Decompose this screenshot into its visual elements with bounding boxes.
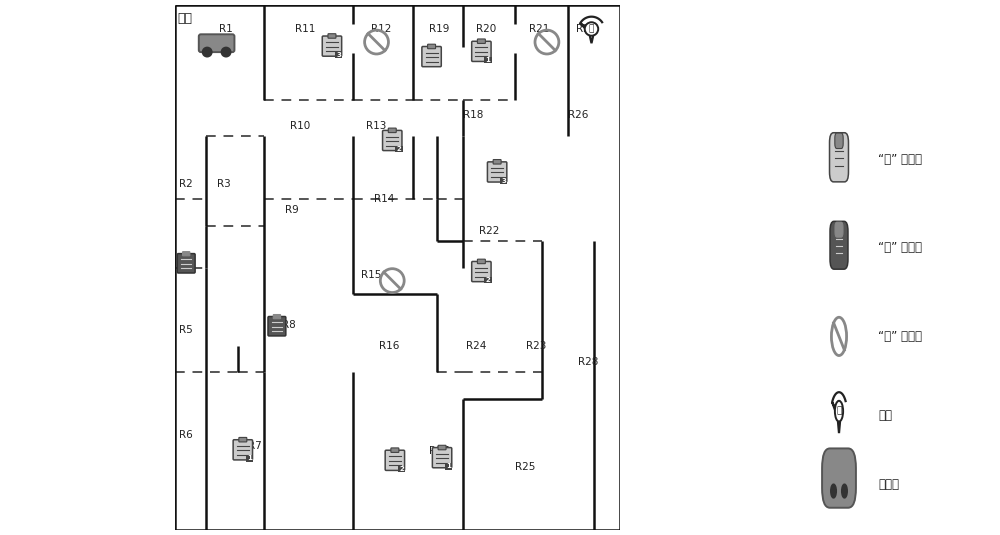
- Bar: [484, 277, 492, 284]
- FancyBboxPatch shape: [239, 438, 247, 442]
- Text: 3: 3: [336, 52, 341, 58]
- Text: 机器人: 机器人: [878, 478, 899, 491]
- Bar: [398, 465, 405, 472]
- Circle shape: [835, 401, 843, 422]
- Text: R8: R8: [282, 320, 296, 330]
- FancyBboxPatch shape: [830, 221, 848, 269]
- FancyBboxPatch shape: [477, 259, 485, 264]
- Text: 3: 3: [501, 178, 506, 184]
- FancyBboxPatch shape: [493, 159, 501, 164]
- Text: R2: R2: [179, 179, 193, 189]
- Text: R4: R4: [179, 257, 193, 268]
- Text: R26: R26: [568, 110, 588, 120]
- FancyBboxPatch shape: [432, 448, 452, 468]
- Circle shape: [831, 484, 836, 498]
- Text: R9: R9: [285, 205, 299, 215]
- Text: R7: R7: [248, 441, 262, 451]
- Text: 2: 2: [399, 466, 404, 472]
- Text: R13: R13: [366, 121, 386, 131]
- FancyBboxPatch shape: [835, 133, 843, 149]
- Bar: [395, 146, 403, 152]
- Text: R22: R22: [479, 226, 499, 236]
- FancyBboxPatch shape: [385, 450, 405, 470]
- FancyBboxPatch shape: [822, 448, 856, 508]
- Circle shape: [221, 48, 231, 57]
- FancyBboxPatch shape: [391, 448, 399, 453]
- Bar: [335, 51, 342, 58]
- Text: R24: R24: [466, 341, 486, 351]
- Circle shape: [203, 48, 212, 57]
- Bar: [484, 57, 492, 63]
- Text: 终: 终: [836, 407, 842, 416]
- FancyBboxPatch shape: [388, 128, 396, 133]
- Text: R17: R17: [429, 446, 449, 456]
- Text: 起点: 起点: [177, 12, 192, 25]
- Text: R10: R10: [290, 121, 310, 131]
- Text: R11: R11: [295, 24, 316, 34]
- Text: 终: 终: [589, 25, 594, 34]
- FancyBboxPatch shape: [472, 262, 491, 281]
- Text: R12: R12: [371, 24, 392, 34]
- Text: 2: 2: [396, 146, 401, 152]
- Text: “或” 任务点: “或” 任务点: [878, 152, 922, 166]
- FancyBboxPatch shape: [477, 39, 485, 43]
- Text: R20: R20: [476, 24, 496, 34]
- Text: R21: R21: [529, 24, 549, 34]
- Text: R23: R23: [526, 341, 546, 351]
- Text: R16: R16: [379, 341, 400, 351]
- FancyBboxPatch shape: [183, 251, 190, 256]
- Text: 1: 1: [486, 57, 490, 63]
- Text: 终点: 终点: [878, 409, 892, 422]
- Text: R5: R5: [179, 325, 193, 335]
- Circle shape: [842, 484, 847, 498]
- Text: R25: R25: [515, 462, 536, 472]
- FancyBboxPatch shape: [472, 41, 491, 62]
- FancyBboxPatch shape: [830, 133, 848, 182]
- FancyBboxPatch shape: [273, 315, 281, 319]
- Text: 1: 1: [247, 455, 252, 461]
- FancyBboxPatch shape: [835, 222, 843, 237]
- FancyBboxPatch shape: [383, 131, 402, 150]
- PathPatch shape: [832, 392, 846, 433]
- FancyBboxPatch shape: [487, 162, 507, 182]
- FancyBboxPatch shape: [422, 47, 441, 67]
- Text: R15: R15: [361, 270, 381, 280]
- Text: R28: R28: [578, 357, 599, 367]
- Text: 2: 2: [486, 277, 490, 283]
- FancyBboxPatch shape: [268, 317, 286, 336]
- Text: R14: R14: [374, 194, 394, 204]
- Text: R1: R1: [219, 24, 233, 34]
- Text: R3: R3: [217, 179, 230, 189]
- Bar: [246, 455, 253, 462]
- FancyBboxPatch shape: [199, 34, 234, 52]
- Text: R27: R27: [576, 24, 596, 34]
- Text: R19: R19: [429, 24, 449, 34]
- PathPatch shape: [580, 17, 603, 43]
- Circle shape: [585, 22, 598, 36]
- Text: “非” 任务点: “非” 任务点: [878, 330, 922, 343]
- Bar: [445, 463, 452, 470]
- FancyBboxPatch shape: [177, 254, 195, 273]
- FancyBboxPatch shape: [428, 44, 436, 49]
- FancyBboxPatch shape: [328, 34, 336, 38]
- Text: R6: R6: [179, 430, 193, 440]
- Text: “与” 任务点: “与” 任务点: [878, 241, 922, 254]
- FancyBboxPatch shape: [322, 36, 342, 56]
- Text: 1: 1: [446, 463, 451, 469]
- Bar: [500, 177, 507, 184]
- FancyBboxPatch shape: [233, 440, 253, 460]
- FancyBboxPatch shape: [438, 445, 446, 450]
- Text: R18: R18: [463, 110, 483, 120]
